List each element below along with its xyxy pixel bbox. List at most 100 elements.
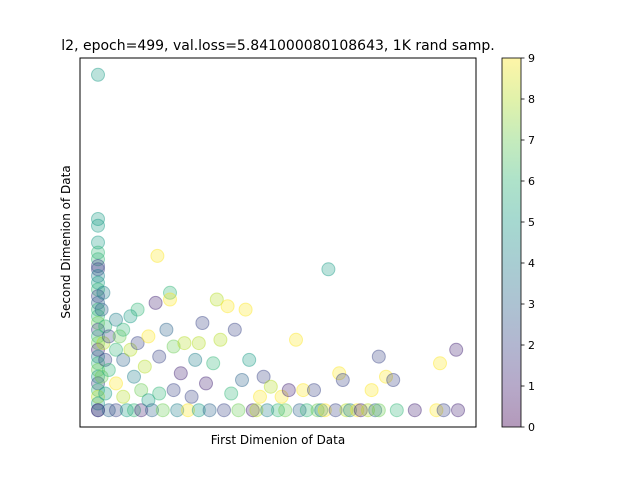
scatter-point: [150, 248, 165, 263]
scatter-point: [91, 403, 105, 418]
scatter-point: [101, 329, 116, 344]
scatter-point: [101, 403, 116, 418]
scatter-point: [238, 302, 253, 317]
scatter-point: [91, 275, 105, 290]
scatter-point: [134, 403, 149, 418]
scatter-point: [91, 262, 105, 277]
scatter-point: [91, 322, 105, 337]
plot-area-frame: [79, 57, 477, 428]
scatter-point: [141, 393, 156, 408]
scatter-point: [130, 336, 145, 351]
scatter-point: [317, 403, 332, 418]
scatter-point: [91, 282, 105, 297]
colorbar-tick-label: 2: [528, 339, 535, 352]
scatter-point: [91, 336, 105, 351]
scatter-point: [91, 342, 105, 357]
scatter-point: [220, 299, 235, 314]
colorbar-tick-label: 6: [528, 175, 535, 188]
scatter-point: [379, 369, 393, 384]
scatter-point: [109, 342, 123, 357]
scatter-point: [91, 295, 105, 310]
scatter-point: [209, 292, 224, 307]
scatter-point: [451, 403, 465, 418]
scatter-point: [350, 403, 365, 418]
scatter-point: [253, 389, 267, 404]
scatter-point: [91, 396, 105, 411]
scatter-point: [206, 356, 221, 371]
x-axis-label: First Dimenion of Data: [211, 433, 345, 447]
scatter-point: [91, 289, 105, 304]
scatter-point: [94, 302, 109, 317]
scatter-point: [296, 383, 311, 398]
colorbar-tick-label: 1: [528, 380, 535, 393]
scatter-point: [152, 349, 167, 364]
scatter-point: [181, 403, 195, 418]
scatter-point: [159, 322, 174, 337]
scatter-point: [91, 235, 105, 250]
colorbar-tick-label: 3: [528, 298, 535, 311]
scatter-point: [368, 403, 383, 418]
scatter-point: [199, 376, 213, 391]
scatter-point: [242, 352, 257, 367]
scatter-point: [433, 356, 447, 371]
colorbar-ticks: 0 1 2 3 4 5 6 7 8 9: [521, 52, 535, 434]
scatter-point: [163, 292, 177, 307]
colorbar-frame: [501, 57, 522, 428]
scatter-point: [195, 316, 210, 330]
scatter-point: [292, 403, 307, 418]
scatter-point: [339, 403, 354, 418]
scatter-point: [141, 329, 156, 344]
scatter-point: [91, 252, 105, 267]
scatter-point: [91, 302, 105, 317]
scatter-point: [281, 383, 296, 398]
scatter-point: [109, 403, 123, 418]
scatter-point: [119, 403, 134, 418]
scatter-points: [91, 67, 465, 418]
scatter-point: [407, 403, 422, 418]
scatter-point: [91, 67, 105, 82]
scatter-point: [231, 403, 246, 418]
scatter-point: [166, 339, 181, 354]
scatter-point: [98, 319, 113, 334]
scatter-point: [127, 403, 141, 418]
colorbar-tick-label: 5: [528, 216, 535, 229]
scatter-point: [91, 369, 105, 384]
scatter-point: [224, 386, 239, 401]
scatter-point: [91, 218, 105, 233]
scatter-point: [123, 309, 138, 324]
chart-title: l2, epoch=499, val.loss=5.84100008010864…: [61, 38, 494, 54]
scatter-point: [314, 403, 329, 418]
scatter-point: [328, 403, 343, 418]
scatter-point: [91, 403, 105, 418]
scatter-point: [91, 309, 105, 324]
scatter-point: [361, 403, 375, 418]
scatter-point: [98, 386, 113, 401]
scatter-point: [335, 373, 350, 387]
scatter-point: [116, 389, 131, 404]
scatter-point: [130, 302, 145, 317]
scatter-point: [213, 332, 228, 347]
scatter-point: [127, 369, 141, 384]
scatter-point: [96, 336, 111, 351]
scatter-point: [148, 295, 163, 310]
scatter-point: [386, 373, 401, 387]
scatter-point: [321, 262, 336, 277]
scatter-point: [310, 403, 325, 418]
scatter-point: [91, 329, 105, 344]
scatter-point: [202, 403, 217, 418]
scatter-point: [177, 336, 192, 351]
scatter-point: [173, 366, 188, 381]
scatter-point: [155, 403, 170, 418]
scatter-point: [91, 363, 105, 377]
scatter-point: [91, 349, 105, 364]
scatter-point: [112, 329, 127, 344]
scatter-point: [163, 285, 177, 300]
scatter-point: [343, 403, 357, 418]
scatter-point: [184, 389, 199, 404]
scatter-point: [436, 403, 451, 418]
scatter-point: [191, 336, 206, 351]
scatter-point: [299, 403, 314, 418]
scatter-point: [235, 373, 249, 387]
y-axis-label: Second Dimenion of Data: [59, 165, 73, 318]
